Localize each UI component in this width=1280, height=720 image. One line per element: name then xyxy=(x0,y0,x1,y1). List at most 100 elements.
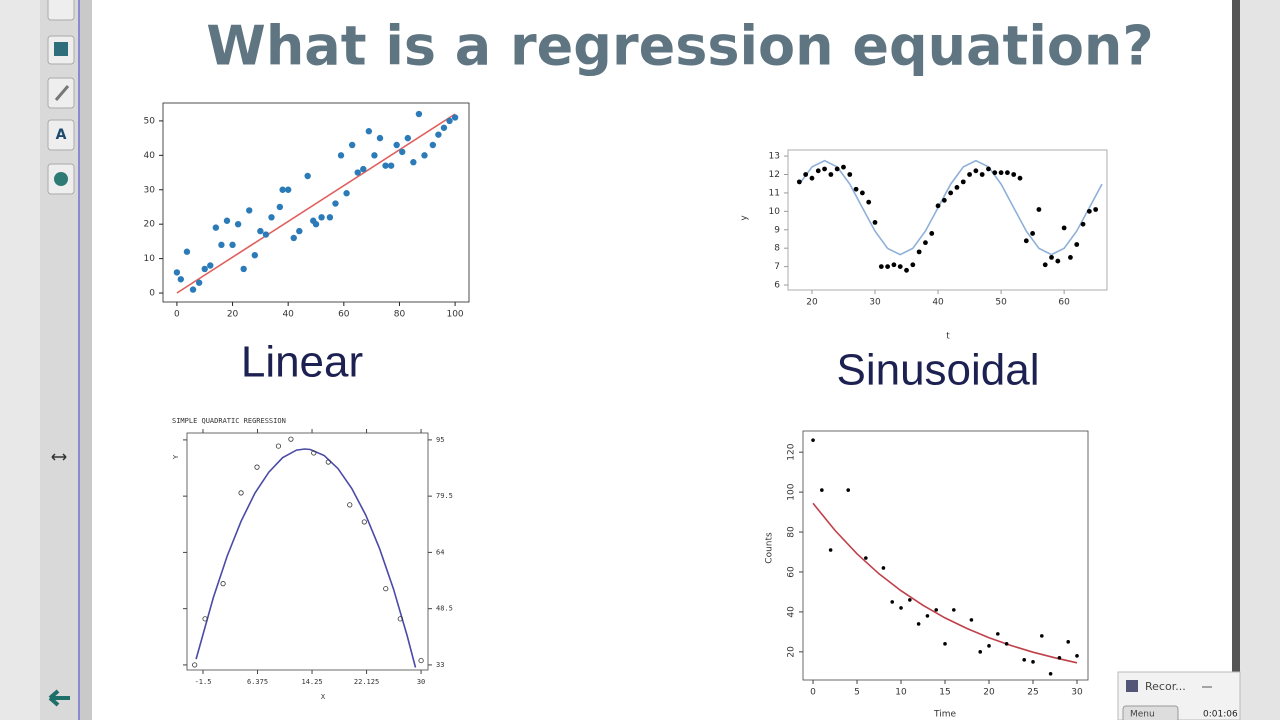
data-point xyxy=(1049,254,1054,260)
y-tick-label: 8 xyxy=(774,244,780,254)
data-point xyxy=(361,519,367,525)
data-point xyxy=(925,614,930,618)
x-tick-label: 14.25 xyxy=(301,678,322,686)
data-point xyxy=(1022,658,1027,662)
data-point xyxy=(418,657,424,664)
y-axis-label: Y xyxy=(172,454,180,459)
x-tick-label: 20 xyxy=(806,298,818,308)
slide-title: What is a regression equation? xyxy=(206,15,1153,78)
recorder-time: 0:01:06 xyxy=(1203,710,1238,720)
data-point xyxy=(1066,640,1071,644)
x-tick-label: 22.125 xyxy=(354,678,379,686)
data-point xyxy=(960,179,966,185)
data-point xyxy=(326,214,334,221)
data-point xyxy=(1057,656,1062,660)
data-point xyxy=(1086,208,1092,214)
chart-caption: Linear xyxy=(241,338,363,387)
data-point xyxy=(312,220,320,228)
addons-glyph xyxy=(54,172,68,186)
data-point xyxy=(948,190,954,196)
data-point xyxy=(435,131,442,138)
plot-frame xyxy=(787,149,1108,291)
y-tick-label: 9 xyxy=(774,225,780,235)
y-tick-label: 7 xyxy=(774,262,780,272)
data-point xyxy=(1017,175,1023,181)
properties-glyph: A xyxy=(56,127,67,143)
properties-icon[interactable] xyxy=(47,119,75,151)
data-point xyxy=(1068,254,1073,260)
y-tick-label: 10 xyxy=(144,254,156,264)
data-point xyxy=(934,608,939,612)
data-point xyxy=(240,265,247,273)
data-point xyxy=(387,162,395,169)
data-point xyxy=(440,124,448,131)
x-tick-label: 50 xyxy=(995,298,1007,308)
data-point xyxy=(929,231,935,236)
y-tick-label: 48.5 xyxy=(436,605,453,613)
data-point xyxy=(421,152,428,159)
y-tick-label: 64 xyxy=(436,548,444,556)
data-point xyxy=(1048,672,1053,676)
data-point xyxy=(885,264,891,270)
gutter xyxy=(80,0,92,720)
y-tick-label: 80 xyxy=(787,526,797,538)
data-point xyxy=(1040,634,1044,638)
data-point xyxy=(828,172,834,177)
fit-curve xyxy=(176,113,456,294)
data-point xyxy=(1055,258,1061,264)
y-tick-label: 100 xyxy=(787,483,797,500)
data-point xyxy=(872,219,878,225)
data-point xyxy=(251,251,258,259)
x-tick-label: 10 xyxy=(895,688,907,698)
data-point xyxy=(891,262,897,268)
data-point xyxy=(1004,170,1010,176)
page-icon[interactable] xyxy=(47,0,75,21)
x-tick-label: 30 xyxy=(1071,688,1083,698)
data-point xyxy=(811,438,815,442)
chart-title: SIMPLE QUADRATIC REGRESSION xyxy=(172,417,286,425)
resize-handle[interactable] xyxy=(51,453,67,461)
data-point xyxy=(815,168,821,174)
data-point xyxy=(935,203,941,209)
data-point xyxy=(1061,225,1067,231)
data-point xyxy=(1036,207,1042,212)
data-point xyxy=(332,200,339,207)
recorder-icon xyxy=(1126,680,1138,692)
y-tick-label: 30 xyxy=(144,185,156,195)
data-point xyxy=(218,241,225,249)
data-point xyxy=(276,203,284,211)
data-point xyxy=(846,488,851,492)
back-arrow[interactable] xyxy=(48,689,70,707)
x-tick-label: 30 xyxy=(417,678,425,686)
x-tick-label: 40 xyxy=(282,310,294,320)
data-point xyxy=(1042,262,1048,268)
data-point xyxy=(916,622,921,626)
data-point xyxy=(864,556,868,560)
x-axis-label: t xyxy=(946,332,950,342)
data-point xyxy=(201,265,208,273)
data-point xyxy=(354,169,361,176)
data-point xyxy=(943,642,947,646)
slide xyxy=(92,0,1232,720)
data-point xyxy=(954,184,960,190)
data-point xyxy=(451,114,459,121)
data-point xyxy=(410,159,417,166)
fit-curve xyxy=(798,159,1103,256)
data-point xyxy=(1030,231,1036,236)
y-tick-label: 95 xyxy=(436,436,444,444)
x-tick-label: 6.375 xyxy=(247,678,268,686)
scroll-edge xyxy=(1232,0,1240,720)
menu-button[interactable] xyxy=(1122,705,1179,720)
data-point xyxy=(415,110,423,118)
x-tick-label: 15 xyxy=(939,688,950,698)
data-point xyxy=(952,608,956,612)
data-point xyxy=(910,262,916,268)
data-point xyxy=(202,616,208,622)
y-tick-label: 120 xyxy=(787,443,797,460)
data-point xyxy=(996,632,1000,636)
data-point xyxy=(257,227,264,235)
data-point xyxy=(371,152,378,159)
x-tick-label: 60 xyxy=(1058,298,1070,308)
